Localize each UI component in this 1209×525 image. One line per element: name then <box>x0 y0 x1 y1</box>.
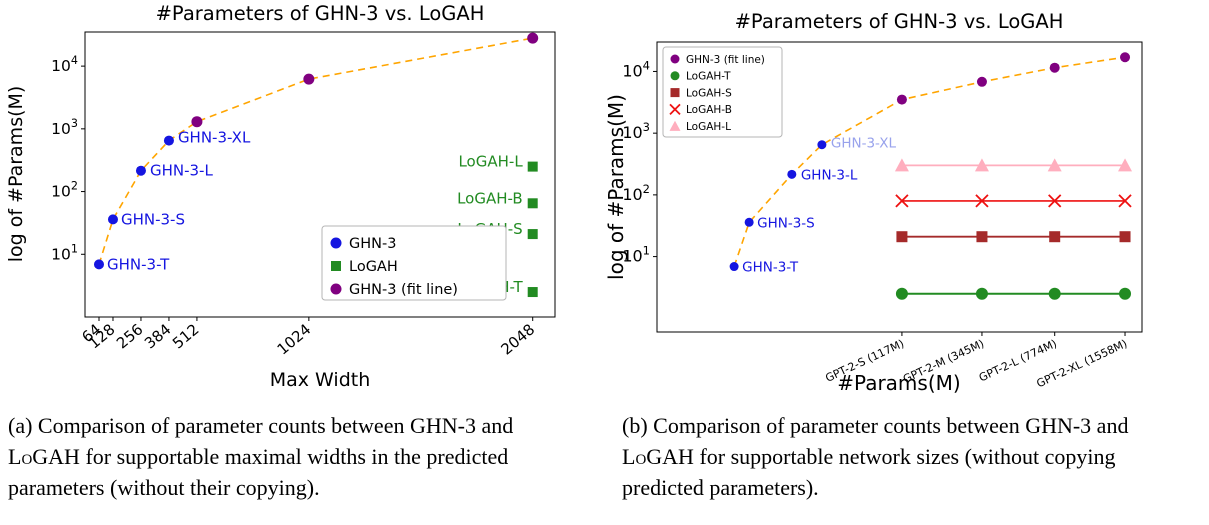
svg-text:384: 384 <box>141 320 175 352</box>
series-GHN-3 <box>93 135 174 270</box>
annotation-GHN-3-XL: GHN-3-XL <box>178 129 251 147</box>
svg-text:256: 256 <box>113 320 147 352</box>
caption-b-prefix: (b) Comparison of parameter counts betwe… <box>622 413 1129 438</box>
annotations: GHN-3-T GHN-3-S GHN-3-L GHN-3-XL <box>742 136 896 276</box>
chart-title: #Parameters of GHN-3 vs. LoGAH <box>156 2 485 25</box>
chart-a-params-vs-max-width: #Parameters of GHN-3 vs. LoGAH log of #Pa… <box>5 2 556 391</box>
legend-label-GHN-3-fit-line-: GHN-3 (fit line) <box>349 282 458 298</box>
legend-label-GHN-3-fit-line-: GHN-3 (fit line) <box>686 54 765 66</box>
x-axis-label: #Params(M) <box>837 371 960 395</box>
caption-a-suffix: for supportable maximal widths in the pr… <box>8 444 509 501</box>
caption-a: (a) Comparison of parameter counts betwe… <box>8 410 536 504</box>
annotation-LoGAH-L: LoGAH-L <box>458 153 523 171</box>
y-axis-ticks: 101 102 103 104 <box>51 54 85 263</box>
legend: GHN-3 (fit line) LoGAH-T LoGAH-S LoGAH-B LoG… <box>662 46 783 138</box>
caption-b-brand-logah: LoGAH <box>622 444 694 470</box>
x-axis-label: Max Width <box>270 369 371 391</box>
svg-text:101: 101 <box>622 244 650 266</box>
series-LoGAH-T <box>895 287 1132 300</box>
svg-text:103: 103 <box>51 117 78 138</box>
y-axis-label: log of #Params(M) <box>5 86 27 263</box>
plot-box <box>656 41 1143 333</box>
legend-label-LoGAH-L: LoGAH-L <box>686 121 731 133</box>
annotation-GHN-3-S: GHN-3-S <box>757 215 815 231</box>
annotation-GHN-3-L: GHN-3-L <box>801 167 858 183</box>
annotation-GHN-3-T: GHN-3-T <box>742 260 799 276</box>
caption-a-brand-logah: LoGAH <box>8 444 80 470</box>
annotation-GHN-3-L: GHN-3-L <box>150 162 213 180</box>
svg-text:1024: 1024 <box>274 320 315 358</box>
svg-text:104: 104 <box>622 58 650 80</box>
y-axis-label: log of #Params(M) <box>606 94 628 280</box>
caption-a-prefix: (a) Comparison of parameter counts betwe… <box>8 413 514 438</box>
series-LoGAH-S <box>896 231 1131 243</box>
series-GHN-3-fit-line- <box>191 32 539 128</box>
chart-b-params-vs-network-size: #Parameters of GHN-3 vs. LoGAH log of #Pa… <box>606 10 1143 395</box>
annotation-GHN-3-T: GHN-3-T <box>107 255 170 273</box>
svg-text:102: 102 <box>51 180 78 201</box>
legend-box <box>662 46 783 138</box>
series-LoGAH <box>527 161 538 298</box>
svg-text:102: 102 <box>622 182 650 204</box>
legend-label-GHN-3: GHN-3 <box>349 236 396 252</box>
annotation-GHN-3-S: GHN-3-S <box>121 210 185 228</box>
svg-text:103: 103 <box>622 120 650 142</box>
svg-text:512: 512 <box>169 320 203 352</box>
plot-box <box>84 31 556 318</box>
annotation-LoGAH-B: LoGAH-B <box>457 189 523 207</box>
series-GHN-3-fit-line- <box>896 52 1131 105</box>
chart-title: #Parameters of GHN-3 vs. LoGAH <box>735 10 1064 33</box>
caption-b: (b) Comparison of parameter counts betwe… <box>622 410 1167 504</box>
caption-b-suffix: for supportable network sizes (without c… <box>622 444 1116 501</box>
legend-label-LoGAH-T: LoGAH-T <box>686 71 731 83</box>
series-GHN-3-fit-line <box>733 56 1126 267</box>
series-GHN-3 <box>729 140 827 272</box>
legend-label-LoGAH-B: LoGAH-B <box>686 104 732 116</box>
legend-box <box>321 225 507 301</box>
legend: GHN-3 LoGAH GHN-3 (fit line) <box>321 225 507 301</box>
legend-label-LoGAH: LoGAH <box>349 259 398 275</box>
annotation-GHN-3-XL: GHN-3-XL <box>831 136 897 152</box>
legend-label-LoGAH-S: LoGAH-S <box>686 87 732 99</box>
svg-text:2048: 2048 <box>497 320 538 358</box>
svg-text:104: 104 <box>51 54 78 75</box>
svg-text:101: 101 <box>51 242 78 263</box>
series-LoGAH-B <box>895 194 1132 208</box>
series-LoGAH-L <box>894 158 1133 172</box>
